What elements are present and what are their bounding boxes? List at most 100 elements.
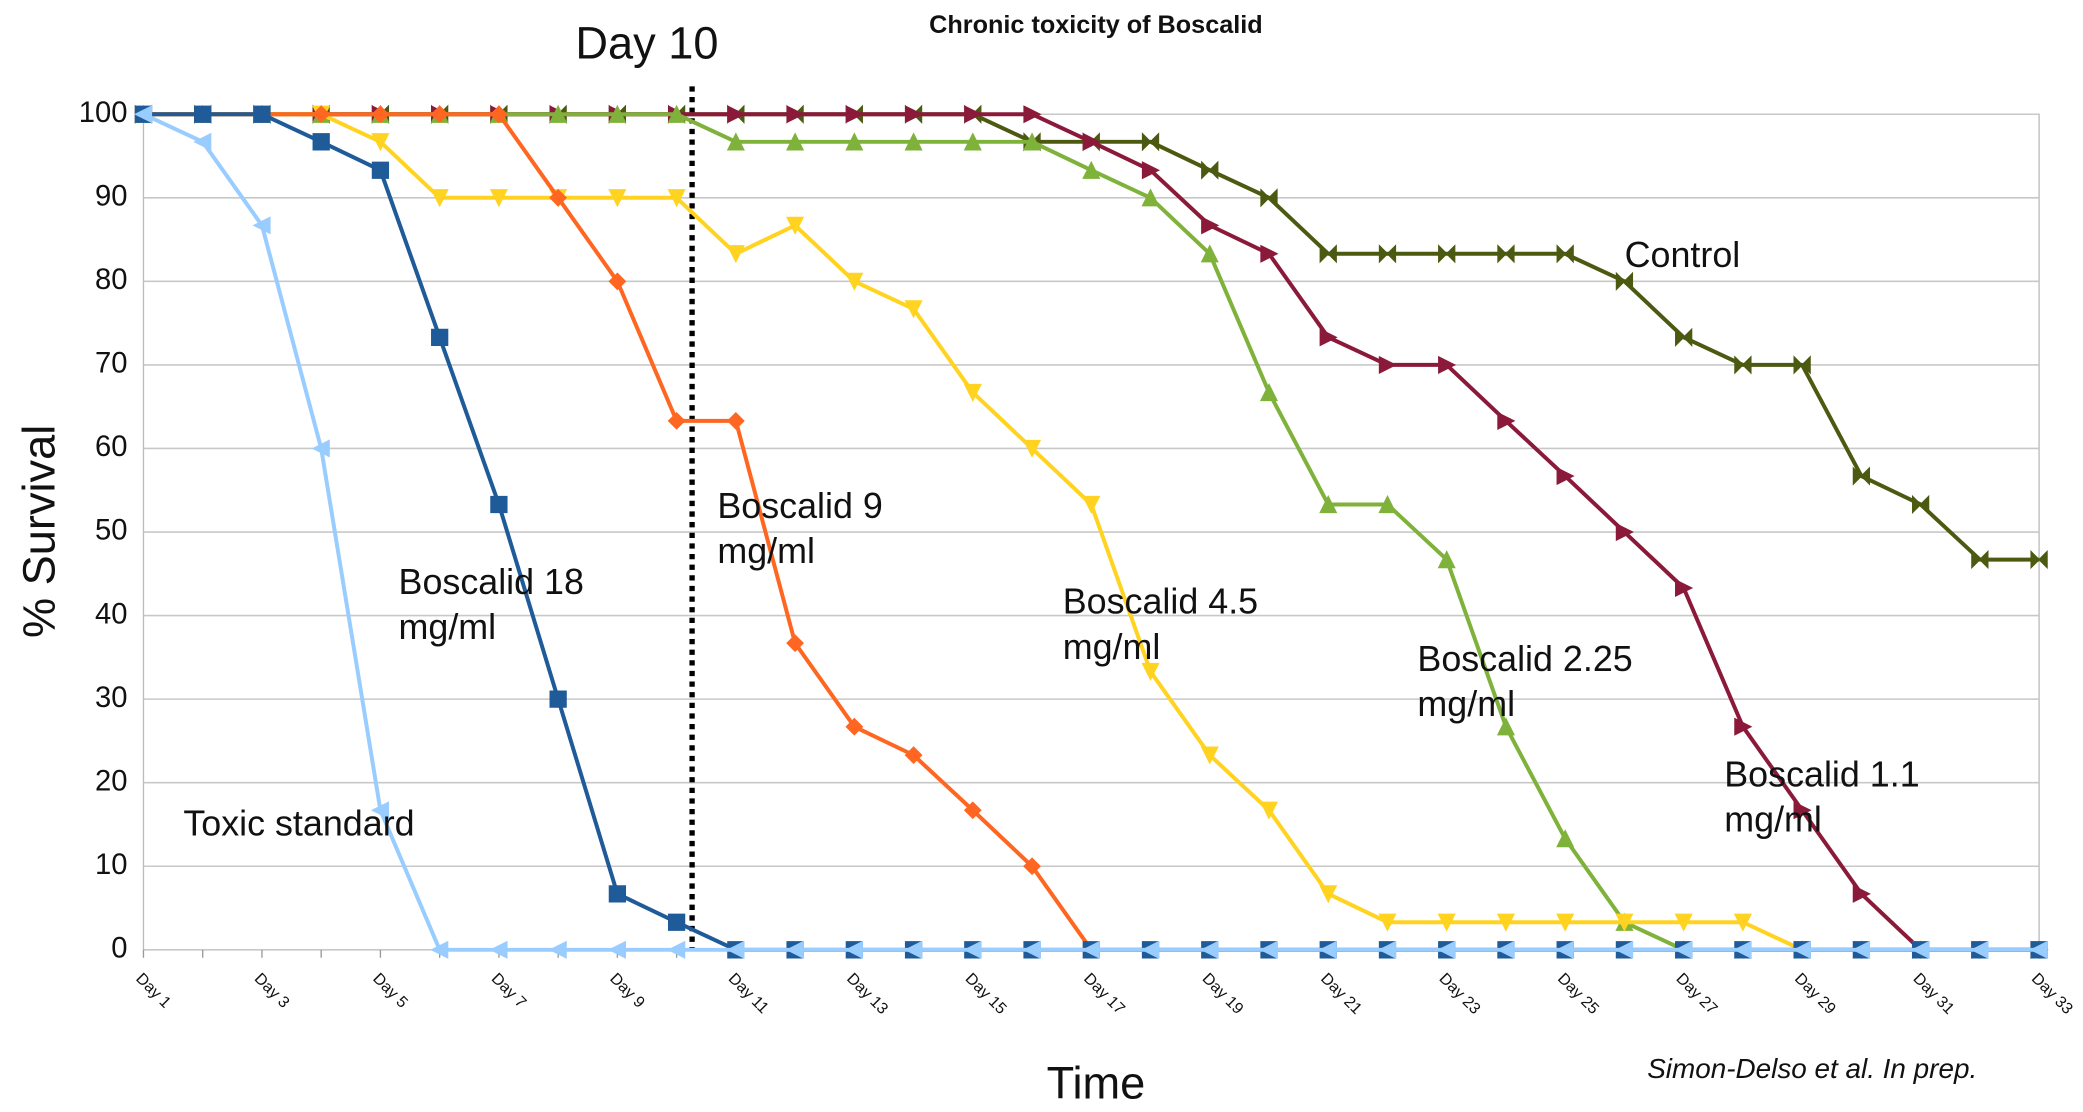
x-tick-label: Day 11 <box>725 970 772 1017</box>
y-tick-label: 20 <box>95 765 128 797</box>
series-label: Boscalid 4.5 mg/ml <box>1062 581 1259 667</box>
data-point <box>963 940 982 959</box>
data-point <box>1851 940 1871 959</box>
data-point <box>1496 913 1515 932</box>
data-point <box>1733 940 1752 959</box>
data-point <box>489 105 508 124</box>
x-tick-label: Day 5 <box>369 970 411 1012</box>
data-point <box>726 245 745 264</box>
data-point <box>845 272 864 291</box>
data-point <box>963 383 982 402</box>
data-point <box>1556 244 1574 264</box>
y-tick-label: 60 <box>95 431 128 463</box>
data-point <box>1023 105 1042 124</box>
data-point <box>1023 857 1041 876</box>
data-point <box>134 105 153 124</box>
data-point <box>667 104 686 123</box>
data-point <box>2029 940 2048 959</box>
data-point <box>1733 913 1752 932</box>
data-point <box>1082 495 1101 514</box>
data-point <box>1378 940 1397 959</box>
data-point <box>1082 132 1101 151</box>
data-point <box>1319 885 1338 904</box>
data-point <box>1259 383 1279 402</box>
data-point <box>786 105 805 124</box>
data-point <box>371 105 390 124</box>
data-point <box>1555 940 1574 959</box>
data-point <box>1141 161 1160 180</box>
data-point <box>1556 466 1575 486</box>
y-tick-label: 50 <box>95 515 128 547</box>
data-point <box>726 132 745 151</box>
data-point <box>194 105 212 123</box>
data-point <box>1971 550 1989 570</box>
x-tick-label: Day 17 <box>1080 970 1128 1018</box>
data-point <box>667 411 686 430</box>
data-point <box>1319 328 1338 347</box>
data-point <box>1556 829 1575 848</box>
data-point <box>1615 522 1634 542</box>
series-label: Boscalid 1.1 mg/ml <box>1724 754 1920 840</box>
data-point <box>1022 132 1042 151</box>
data-point <box>1378 913 1397 932</box>
data-point <box>1378 244 1397 264</box>
data-point <box>1496 940 1515 959</box>
data-point <box>1852 466 1871 486</box>
data-point <box>1378 494 1397 514</box>
data-point <box>2030 550 2048 570</box>
data-point <box>726 411 745 430</box>
data-point <box>371 133 390 152</box>
data-point <box>1970 940 1989 959</box>
data-point <box>1496 717 1515 736</box>
data-point <box>1792 940 1811 959</box>
data-point <box>1734 355 1752 375</box>
data-point <box>1141 132 1160 152</box>
x-tick-label: Day 29 <box>1791 970 1839 1018</box>
data-point <box>1200 746 1219 765</box>
data-point <box>608 272 627 291</box>
data-point <box>549 104 568 123</box>
data-point <box>904 300 923 319</box>
data-point <box>1141 940 1160 959</box>
data-point <box>1497 244 1515 264</box>
series-label: Boscalid 9 mg/ml <box>717 486 883 572</box>
data-point <box>1911 940 1930 959</box>
data-point <box>1614 940 1634 959</box>
data-point <box>1259 940 1278 959</box>
x-tick-label: Day 19 <box>1199 970 1247 1018</box>
data-point <box>311 439 330 458</box>
x-tick-label: Day 3 <box>251 970 293 1012</box>
data-point <box>1200 940 1219 959</box>
data-point <box>1437 913 1456 932</box>
data-point <box>904 105 924 124</box>
y-tick-label: 100 <box>79 97 128 129</box>
data-point <box>1319 244 1337 264</box>
y-tick-label: 10 <box>95 849 128 881</box>
data-point <box>1438 244 1456 264</box>
y-tick-label: 90 <box>95 181 128 213</box>
data-point <box>785 940 804 959</box>
x-tick-label: Day 25 <box>1554 970 1602 1018</box>
data-point <box>549 690 567 708</box>
data-point <box>430 189 449 208</box>
data-point <box>1141 188 1160 207</box>
data-point <box>430 105 449 124</box>
series-label: Toxic standard <box>183 803 415 844</box>
source-note: Simon-Delso et al. In prep. <box>1647 1053 1977 1084</box>
data-point <box>1022 940 1041 959</box>
y-tick-label: 80 <box>95 264 128 296</box>
data-point <box>1438 355 1457 374</box>
data-point <box>1378 355 1397 374</box>
data-point <box>667 940 686 959</box>
data-point <box>1201 160 1219 180</box>
data-point <box>489 189 508 208</box>
y-tick-label: 30 <box>95 682 128 714</box>
data-point <box>904 132 923 151</box>
data-point <box>1259 801 1279 820</box>
data-point <box>845 105 864 124</box>
data-point <box>1201 216 1220 235</box>
data-point <box>193 132 212 151</box>
data-point <box>1734 717 1753 736</box>
